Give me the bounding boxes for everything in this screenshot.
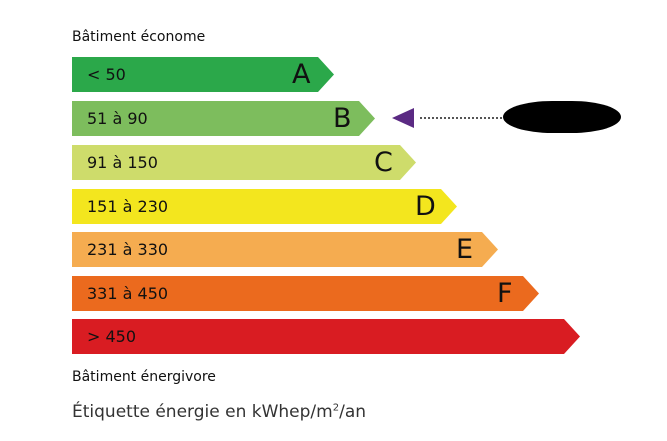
bottom-label: Bâtiment énergivore [72,369,216,385]
class-range: > 450 [87,327,137,346]
energy-class-bar: > 450 [72,319,580,354]
class-range: < 50 [87,65,126,84]
class-range: 51 à 90 [87,109,148,128]
energy-class-bar: 51 à 90 B [72,101,375,136]
class-range: 151 à 230 [87,197,169,216]
energy-class-bar: < 50 A [72,57,334,92]
unit-caption: Étiquette énergie en kWhep/m2/an [72,402,366,422]
class-letter: C [374,147,393,178]
energy-class-bar: 151 à 230 D [72,189,457,224]
class-letter: A [292,59,311,90]
energy-class-bar: 231 à 330 E [72,232,498,267]
unit-suffix: /an [339,402,367,422]
top-label: Bâtiment économe [72,29,206,45]
redacted-value [503,101,621,133]
unit-superscript: 2 [332,402,340,414]
class-letter: B [333,103,352,134]
energy-class-bar: 91 à 150 C [72,145,416,180]
energy-class-bar: 331 à 450 F [72,276,539,311]
class-range: 331 à 450 [87,284,169,303]
unit-text: Étiquette énergie en kWhep/m [72,402,333,422]
current-rating-arrow-icon [392,108,414,128]
pointer-dotted-line [420,117,502,119]
class-letter: F [497,278,513,309]
class-letter: E [456,234,474,265]
class-range: 91 à 150 [87,153,158,172]
class-range: 231 à 330 [87,240,169,259]
class-letter: D [415,191,436,222]
